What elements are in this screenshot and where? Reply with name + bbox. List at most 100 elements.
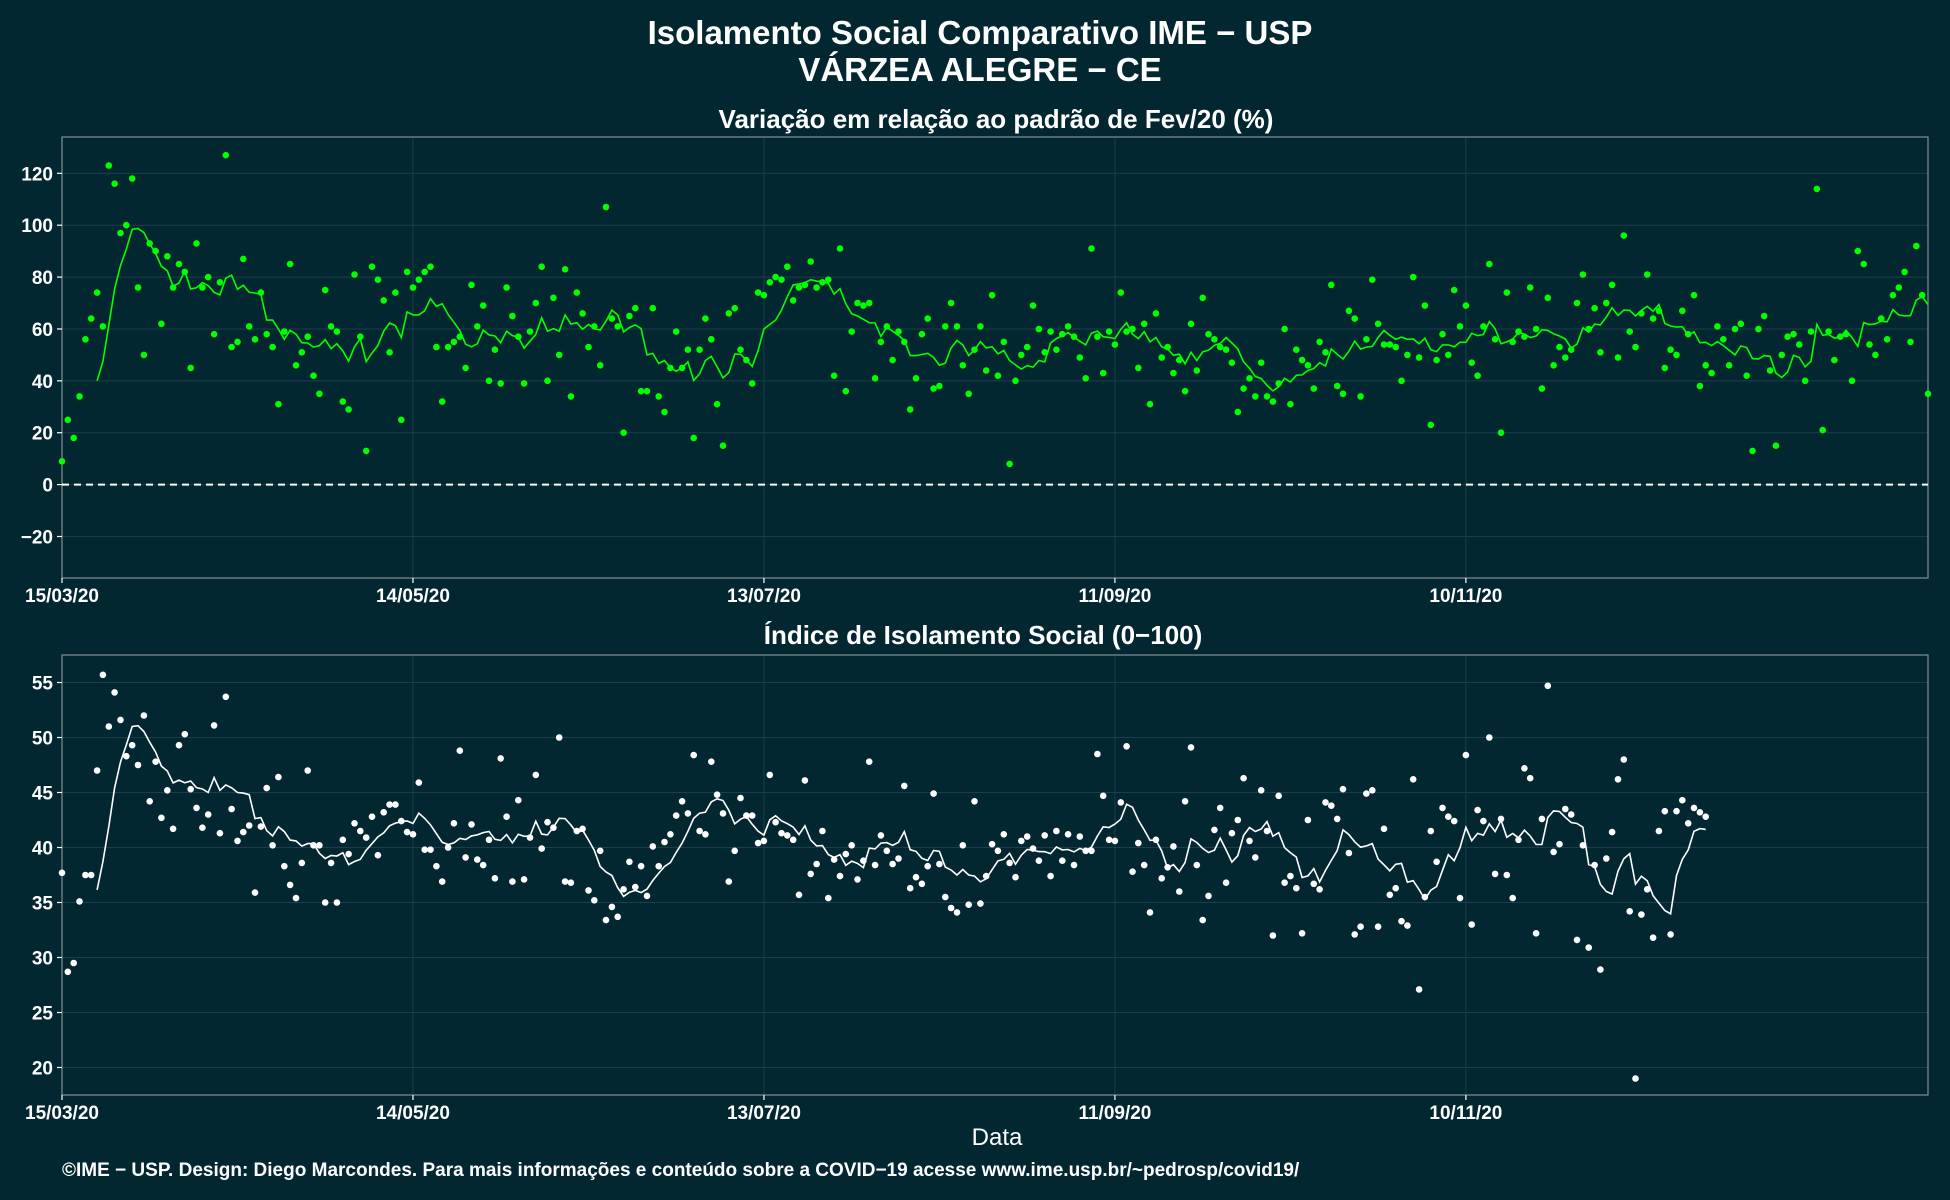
- p2-data-point: [298, 859, 306, 867]
- p2-data-point: [626, 858, 633, 866]
- p1-ytick-label-2: 20: [32, 424, 53, 445]
- p1-data-point: [1667, 346, 1674, 354]
- p1-data-point: [1111, 341, 1119, 348]
- p2-data-point: [240, 828, 247, 836]
- p2-data-point: [58, 869, 66, 877]
- p1-data-point: [1468, 359, 1475, 367]
- p2-data-point: [128, 741, 136, 749]
- p1-data-point: [1322, 349, 1329, 356]
- p1-data-point: [1047, 328, 1054, 335]
- chart-title: Isolamento Social Comparativo IME − USP: [648, 14, 1313, 51]
- p1-data-point: [1439, 330, 1446, 338]
- p2-data-point: [965, 901, 972, 908]
- p1-data-point: [953, 323, 961, 330]
- p1-data-point: [1603, 299, 1610, 307]
- p1-data-point: [403, 268, 411, 276]
- p2-data-point: [403, 828, 411, 836]
- p2-data-point: [321, 899, 329, 906]
- p1-data-point: [1591, 304, 1598, 312]
- p1-data-point: [1140, 320, 1148, 328]
- p1-frame: [61, 136, 1929, 579]
- p2-data-point: [1380, 825, 1388, 833]
- p1-data-point: [696, 346, 703, 354]
- p1-data-point: [1509, 338, 1516, 346]
- p1-data-point: [1883, 336, 1891, 343]
- p1-data-point: [1199, 294, 1206, 302]
- p1-data-point: [515, 333, 522, 341]
- p1-data-point: [795, 284, 803, 291]
- p1-data-point: [1515, 328, 1522, 335]
- p2-data-point: [1404, 922, 1411, 929]
- p1-data-point: [608, 315, 616, 322]
- p2-data-point: [906, 884, 914, 892]
- p1-data-point: [222, 151, 230, 159]
- p2-data-point: [228, 805, 235, 813]
- p2-data-point: [187, 785, 194, 793]
- p1-data-point: [1842, 330, 1850, 338]
- p2-data-point: [327, 859, 335, 867]
- p2-data-point: [1456, 894, 1464, 902]
- p1-data-point: [1708, 369, 1715, 377]
- p1-data-point: [649, 304, 657, 312]
- p1-data-point: [1146, 400, 1154, 408]
- p1-data-point: [538, 263, 545, 271]
- p2-data-point: [269, 842, 276, 849]
- p2-data-point: [117, 716, 124, 724]
- p2-data-point: [959, 842, 967, 849]
- p1-data-point: [1661, 364, 1669, 372]
- p1-data-point: [1755, 325, 1762, 333]
- p2-data-point: [251, 889, 259, 896]
- p1-data-point: [754, 289, 762, 296]
- p1-data-point: [1872, 351, 1879, 359]
- p2-data-point: [146, 798, 153, 805]
- p1-data-point: [1415, 354, 1423, 361]
- p2-data-point: [1059, 857, 1066, 864]
- p2-data-point: [1655, 827, 1663, 835]
- p2-data-point: [555, 734, 563, 741]
- p1-data-point: [310, 372, 317, 380]
- p1-data-point: [1491, 336, 1499, 343]
- p2-data-point: [1450, 817, 1458, 825]
- p1-data-point: [1287, 400, 1294, 408]
- p2-data-point: [1000, 831, 1008, 838]
- p2-data-point: [614, 913, 621, 921]
- p1-ytick-label-0: −20: [21, 527, 53, 548]
- p2-data-point: [99, 671, 107, 679]
- p1-data-point: [257, 289, 265, 296]
- p2-data-point: [784, 832, 791, 839]
- p2-data-point: [789, 836, 797, 844]
- p1-data-point: [1076, 354, 1084, 361]
- p2-data-point: [380, 809, 388, 816]
- p1-data-point: [1392, 343, 1399, 351]
- p2-data-point: [1649, 934, 1657, 941]
- p1-data-point: [655, 393, 662, 400]
- p2-xtick-label-3: 11/09/20: [1078, 1103, 1151, 1124]
- p2-data-point: [140, 712, 148, 719]
- p2-data-point: [1632, 1075, 1639, 1082]
- p1-data-point: [93, 289, 101, 296]
- p2-data-point: [1363, 790, 1370, 797]
- p1-data-point: [1363, 336, 1370, 343]
- p1-data-point: [321, 286, 329, 294]
- p1-data-point: [678, 364, 686, 372]
- p1-data-point: [942, 323, 949, 330]
- p1-data-point: [778, 276, 785, 284]
- p2-data-point: [310, 842, 317, 849]
- p1-data-point: [567, 393, 575, 400]
- p2-data-point: [158, 814, 165, 822]
- p2-data-point: [204, 811, 212, 818]
- p2-data-point: [286, 881, 294, 889]
- p1-data-point: [602, 203, 610, 211]
- p2-data-point: [316, 842, 323, 849]
- p1-data-point: [1176, 356, 1183, 364]
- p1-data-point: [819, 279, 826, 286]
- p2-data-point: [1304, 816, 1312, 824]
- p1-data-point: [1643, 271, 1651, 278]
- p1-data-point: [672, 328, 680, 335]
- p2-data-point: [637, 862, 645, 870]
- p2-data-point: [368, 813, 376, 820]
- p1-data-point: [105, 162, 113, 169]
- p1-data-point: [1550, 362, 1557, 369]
- p2-data-point: [1386, 891, 1394, 899]
- p2-data-point: [1597, 966, 1604, 973]
